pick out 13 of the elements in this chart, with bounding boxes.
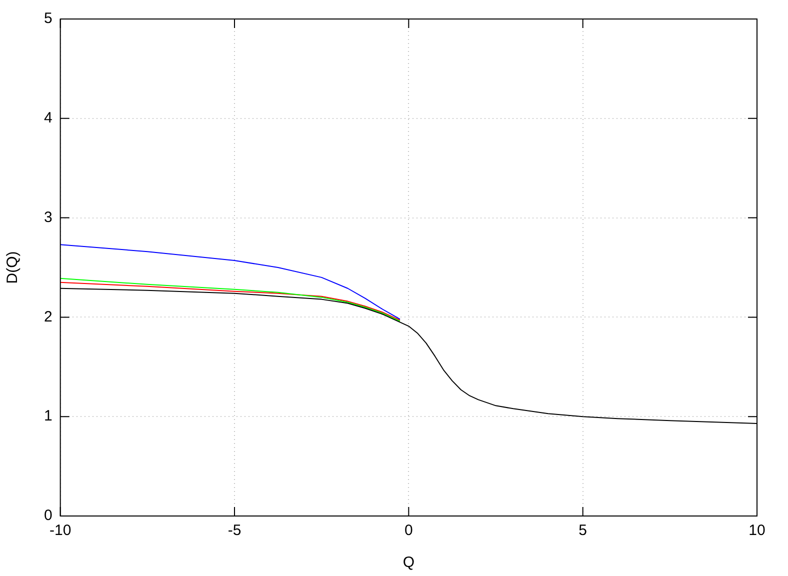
y-tick-label: 5 — [44, 10, 52, 28]
x-axis-title: Q — [402, 554, 415, 572]
x-tick-label: 0 — [404, 522, 413, 540]
y-tick-label: 0 — [44, 507, 52, 524]
x-tick-label: -5 — [228, 522, 242, 540]
y-tick-label: 4 — [44, 110, 52, 127]
y-tick-label: 2 — [44, 308, 52, 326]
x-tick-label: 10 — [748, 522, 766, 540]
x-tick-label: 5 — [578, 522, 588, 540]
y-tick-label: 1 — [44, 408, 52, 425]
x-tick-label: -10 — [50, 522, 72, 540]
y-axis-title: D(Q) — [4, 251, 22, 284]
y-tick-label: 3 — [44, 208, 52, 226]
